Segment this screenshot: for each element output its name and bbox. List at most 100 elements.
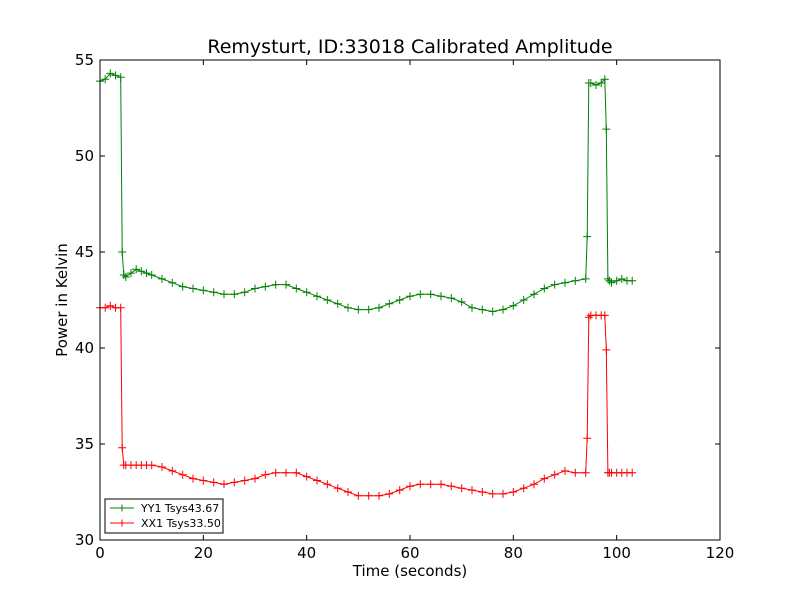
data-point-marker <box>561 278 569 287</box>
data-point-marker <box>540 284 549 293</box>
data-point-marker <box>344 303 352 312</box>
data-point-marker <box>240 288 249 297</box>
data-point-marker <box>199 286 208 295</box>
data-point-marker <box>488 307 497 316</box>
data-point-marker <box>106 301 115 310</box>
data-point-marker <box>142 269 151 278</box>
data-point-marker <box>530 480 538 489</box>
data-point-marker <box>323 480 332 489</box>
data-point-marker <box>499 489 507 498</box>
data-point-marker <box>119 271 128 279</box>
data-point-marker <box>603 274 612 283</box>
legend-marker-yy1 <box>118 504 126 512</box>
data-point-marker <box>597 79 606 87</box>
data-point-marker <box>584 313 593 322</box>
data-point-marker <box>101 75 110 84</box>
data-point-marker <box>106 69 115 78</box>
legend-frame <box>104 498 224 534</box>
data-point-marker <box>395 486 404 495</box>
data-point-marker <box>437 292 445 301</box>
y-tick-label: 45 <box>75 243 94 261</box>
data-point-marker <box>364 305 373 314</box>
data-point-marker <box>158 463 166 471</box>
y-tick-label: 55 <box>75 51 94 69</box>
data-point-marker <box>375 491 383 500</box>
data-point-marker <box>600 311 609 320</box>
data-point-marker <box>612 276 621 285</box>
data-point-marker <box>519 296 528 304</box>
data-point-marker <box>147 461 156 470</box>
data-point-marker <box>437 480 445 489</box>
data-point-marker <box>586 79 595 87</box>
data-point-marker <box>101 303 110 312</box>
data-point-marker <box>607 278 616 287</box>
data-point-marker <box>406 482 414 491</box>
data-point-marker <box>581 274 590 283</box>
data-point-marker <box>628 276 637 285</box>
y-tick-label: 30 <box>75 531 94 549</box>
data-point-marker <box>395 296 404 304</box>
data-point-marker <box>447 294 456 303</box>
data-point-marker <box>313 292 321 301</box>
plot-frame <box>99 59 721 541</box>
data-point-marker <box>313 476 321 485</box>
data-point-marker <box>561 466 569 475</box>
y-axis-label: Power in Kelvin <box>53 243 71 357</box>
data-point-marker <box>617 274 626 283</box>
data-point-marker <box>416 480 425 489</box>
data-point-marker <box>333 299 342 308</box>
data-point-marker <box>468 486 476 495</box>
y-tick-label: 40 <box>75 339 94 357</box>
legend: YY1 Tsys43.67 XX1 Tsys33.50 <box>104 498 224 534</box>
chart-title: Remysturt, ID:33018 Calibrated Amplitude <box>207 36 612 58</box>
axis-ticks: 0 20 40 60 80 100 120 30 35 40 45 50 55 <box>75 51 734 562</box>
data-point-marker <box>416 290 425 299</box>
data-point-marker <box>209 478 218 487</box>
data-point-marker <box>271 280 280 289</box>
data-point-marker <box>127 269 135 278</box>
data-point-marker <box>406 292 414 301</box>
data-point-marker <box>344 488 352 496</box>
x-tick-label: 40 <box>297 544 316 562</box>
series-layer <box>96 69 637 500</box>
data-point-marker <box>519 484 528 493</box>
data-point-marker <box>550 280 559 289</box>
data-point-marker <box>302 472 311 481</box>
data-point-marker <box>230 290 239 299</box>
data-point-marker <box>457 297 466 306</box>
data-point-marker <box>592 81 600 89</box>
data-point-marker <box>132 265 141 274</box>
x-tick-label: 80 <box>504 544 523 562</box>
data-point-marker <box>118 248 127 256</box>
data-point-marker <box>385 489 394 498</box>
data-point-marker <box>261 470 270 479</box>
data-point-marker <box>364 491 373 500</box>
data-point-marker <box>478 488 487 496</box>
data-point-marker <box>333 484 342 493</box>
data-point-marker <box>271 468 280 477</box>
data-point-marker <box>189 284 197 293</box>
y-tick-label: 50 <box>75 147 94 165</box>
data-point-marker <box>583 232 592 241</box>
legend-label-xx1: XX1 Tsys33.50 <box>141 517 221 530</box>
data-point-marker <box>178 282 187 291</box>
x-tick-label: 0 <box>95 544 105 562</box>
data-point-marker <box>468 303 476 312</box>
data-point-marker <box>230 478 239 487</box>
data-point-marker <box>302 288 311 297</box>
data-point-marker <box>189 474 197 483</box>
x-tick-label: 60 <box>400 544 419 562</box>
data-point-marker <box>478 305 487 314</box>
data-point-marker <box>571 468 580 477</box>
data-point-marker <box>168 278 177 287</box>
data-point-marker <box>426 480 435 489</box>
data-point-marker <box>199 476 208 485</box>
data-point-marker <box>581 468 590 477</box>
data-point-marker <box>178 470 187 479</box>
data-point-marker <box>220 290 228 299</box>
data-point-marker <box>209 288 218 297</box>
data-point-marker <box>509 301 518 310</box>
data-point-marker <box>240 476 249 485</box>
data-point-marker <box>628 468 637 477</box>
